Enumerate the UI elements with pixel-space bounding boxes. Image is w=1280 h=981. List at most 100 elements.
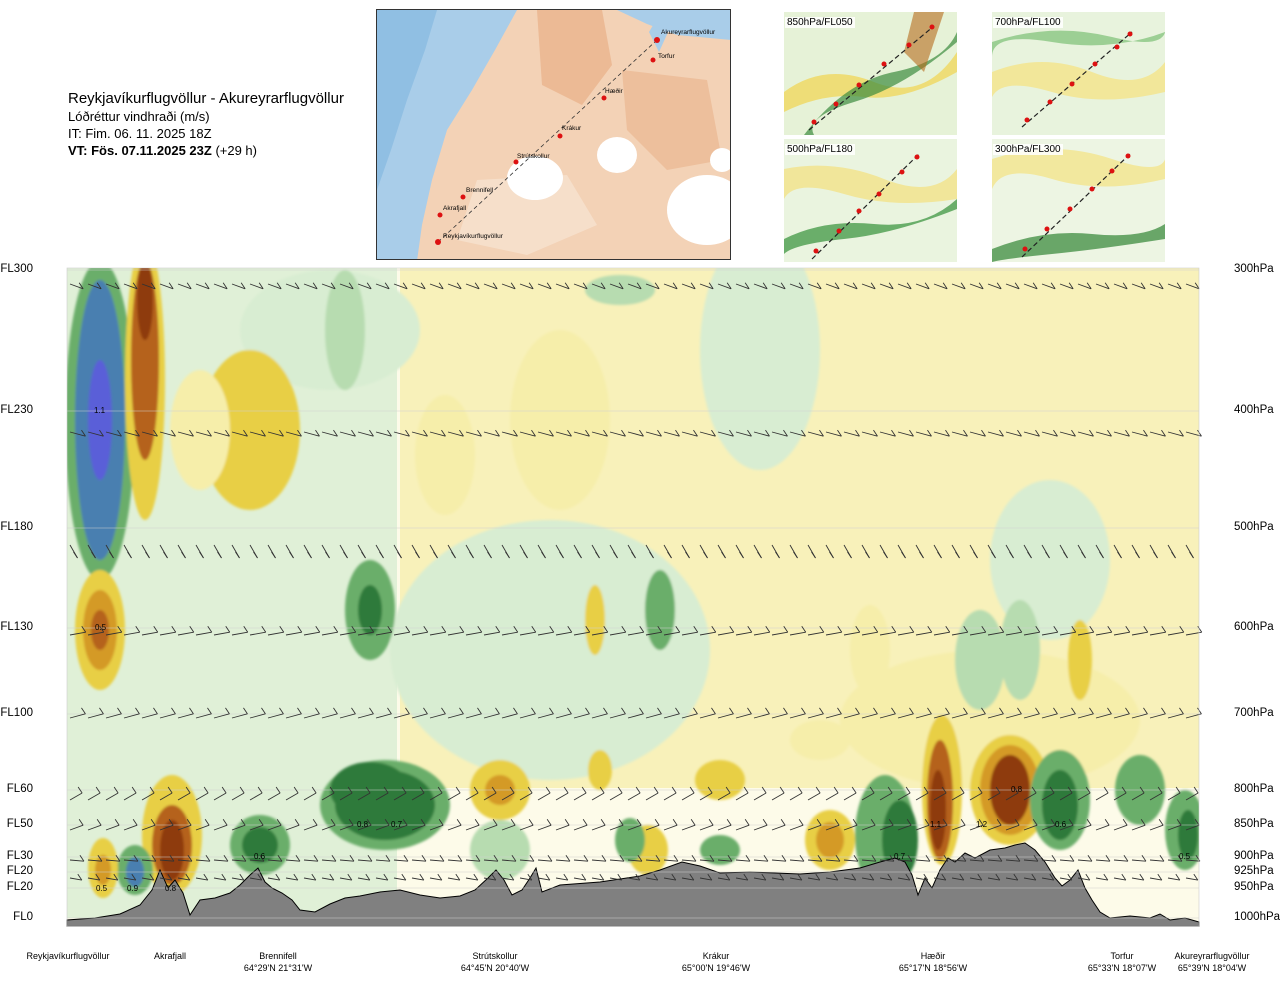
- wind-barb: [87, 824, 102, 831]
- wind-barb-feather: [295, 854, 301, 862]
- wind-barb: [87, 877, 100, 881]
- wind-barb-feather: [348, 818, 354, 826]
- wind-barb: [465, 713, 482, 719]
- wind-barb: [1167, 824, 1182, 831]
- wind-barb-feather: [1161, 625, 1167, 633]
- wind-barb-feather: [801, 625, 807, 633]
- wind-barb: [897, 859, 912, 862]
- waypoint-label: Akrafjall: [95, 950, 245, 962]
- wind-barb: [663, 631, 680, 636]
- wind-barb: [321, 431, 338, 437]
- wind-barb: [735, 283, 750, 290]
- wind-barb: [285, 792, 299, 801]
- wind-barb: [213, 859, 228, 862]
- wind-barb-feather: [999, 429, 1004, 437]
- wind-barb: [681, 631, 698, 636]
- wind-barb-feather: [171, 429, 176, 437]
- wind-barb-feather: [457, 854, 463, 862]
- wind-barb-feather: [945, 625, 951, 633]
- wind-barb-feather: [207, 707, 212, 715]
- wind-barb: [807, 859, 822, 862]
- wind-barb: [429, 713, 446, 719]
- wind-barb-feather: [775, 551, 780, 559]
- wind-barb: [789, 824, 804, 831]
- wind-barb-feather: [585, 625, 591, 633]
- wind-barb: [267, 877, 280, 881]
- wind-barb: [213, 792, 227, 801]
- contour-patch: [955, 610, 1005, 710]
- wind-barb: [933, 713, 950, 719]
- wind-barb: [933, 283, 948, 290]
- wind-barb-feather: [333, 429, 338, 437]
- wind-barb-feather: [333, 707, 338, 715]
- wind-barb: [645, 631, 662, 636]
- wind-barb: [1131, 859, 1146, 862]
- wind-barb: [303, 631, 320, 636]
- waypoint-name: Akrafjall: [153, 951, 186, 961]
- wind-barb-feather: [1086, 818, 1092, 826]
- wind-barb-feather: [891, 707, 896, 715]
- wind-barb: [123, 824, 138, 831]
- wind-barb-feather: [1035, 625, 1041, 633]
- wind-barb-feather: [169, 854, 175, 862]
- wind-barb: [465, 283, 480, 290]
- wind-barb-feather: [505, 551, 510, 559]
- wind-barb-feather: [329, 786, 335, 794]
- wind-barb: [1095, 713, 1112, 719]
- wind-barb: [681, 713, 698, 719]
- wind-barb: [519, 859, 534, 862]
- wind-barb-feather: [744, 818, 750, 826]
- wind-barb: [429, 859, 444, 862]
- wind-barb-feather: [235, 551, 240, 559]
- wind-barb: [609, 631, 626, 636]
- wind-barb-feather: [545, 873, 551, 881]
- wind-barb: [1149, 824, 1164, 831]
- wind-barb-feather: [673, 854, 679, 862]
- wind-barb-feather: [851, 786, 857, 794]
- wind-barb: [1005, 431, 1022, 437]
- wind-barb: [321, 283, 336, 290]
- wind-barb: [1095, 877, 1108, 881]
- wind-barb-feather: [325, 551, 330, 559]
- wind-barb: [789, 431, 806, 437]
- wind-barb: [285, 631, 302, 636]
- wind-barb-feather: [924, 282, 930, 290]
- wind-barb: [969, 824, 984, 831]
- valid-time: VT: Fös. 07.11.2025 23Z: [68, 143, 212, 158]
- wind-barb-feather: [654, 282, 660, 290]
- wind-barb: [1023, 431, 1040, 437]
- wind-barb-feather: [887, 873, 893, 881]
- wind-barb: [357, 824, 372, 831]
- wind-barb-feather: [348, 282, 354, 290]
- wind-barb: [789, 792, 803, 801]
- wind-barb: [105, 713, 122, 719]
- wind-barb: [861, 283, 876, 290]
- wind-barb: [843, 431, 860, 437]
- wind-barb-feather: [441, 707, 446, 715]
- wind-barb: [969, 283, 984, 290]
- wind-barb-feather: [1194, 818, 1200, 826]
- wind-barb-feather: [185, 873, 191, 881]
- mini-map-label: 850hPa/FL050: [785, 17, 855, 28]
- wind-barb: [447, 431, 464, 437]
- waypoint-label: Brennifell 64°29'N 21°31'W: [203, 950, 353, 974]
- wind-barb: [627, 713, 644, 719]
- wind-barb: [753, 859, 768, 862]
- wind-barb-feather: [1157, 786, 1163, 794]
- wind-barb: [285, 283, 300, 290]
- wind-barb: [501, 824, 516, 831]
- wind-barb: [861, 824, 876, 831]
- wind-barb: [519, 283, 534, 290]
- wind-barb: [1095, 824, 1110, 831]
- wind-barb-feather: [387, 707, 392, 715]
- wind-barb-feather: [1017, 625, 1023, 633]
- wind-barb-feather: [153, 429, 158, 437]
- mini-map-label: 700hPa/FL100: [993, 17, 1063, 28]
- wind-barb: [249, 859, 264, 862]
- wind-barb: [555, 631, 572, 636]
- wind-barb-feather: [1009, 551, 1014, 559]
- value-annotation: 0.8: [357, 820, 369, 829]
- wind-barb-feather: [834, 282, 840, 290]
- wind-barb: [1131, 631, 1148, 636]
- wind-barb-feather: [186, 282, 192, 290]
